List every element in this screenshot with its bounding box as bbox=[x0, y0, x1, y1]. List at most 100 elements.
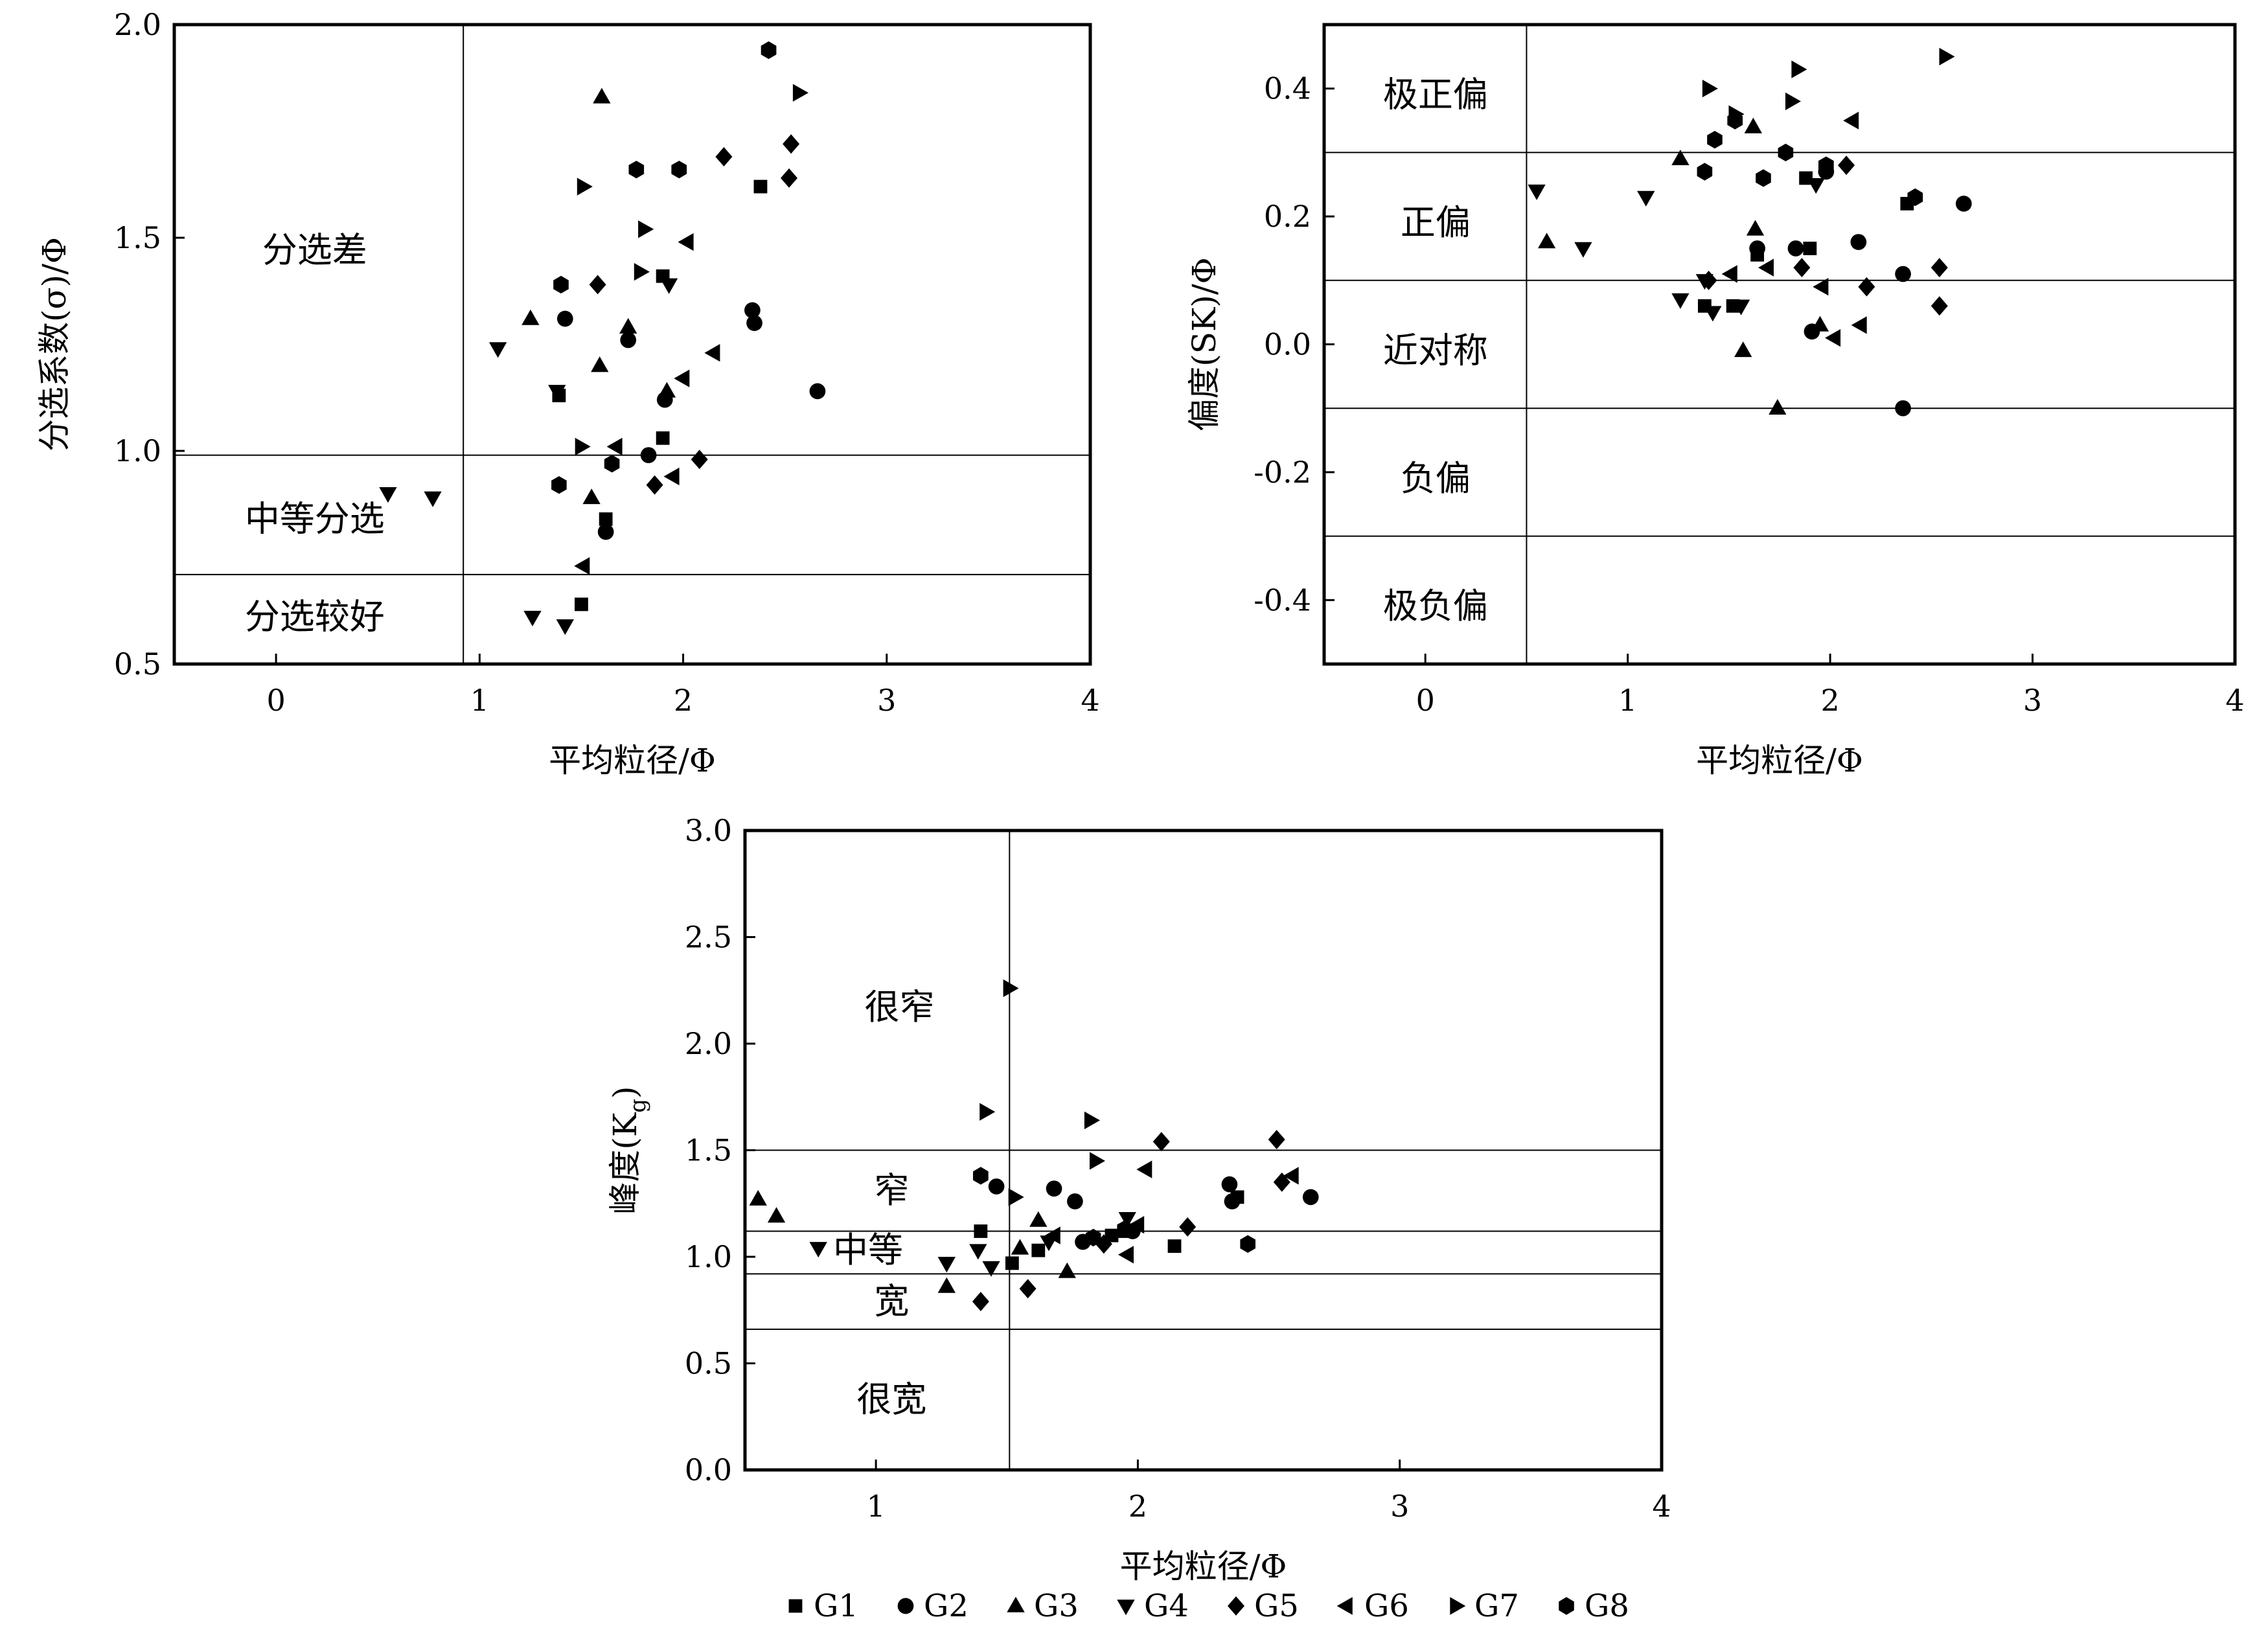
data-point bbox=[593, 87, 611, 104]
data-point bbox=[1671, 293, 1690, 309]
data-point bbox=[1744, 117, 1762, 133]
series-g5 bbox=[1700, 155, 1948, 316]
x-tick-label: 3 bbox=[2023, 683, 2042, 718]
data-point bbox=[1117, 1220, 1132, 1238]
data-point bbox=[646, 475, 663, 495]
data-point bbox=[1930, 258, 1948, 277]
series-g2 bbox=[1749, 163, 1972, 417]
legend-marker-g7 bbox=[1450, 1597, 1466, 1615]
data-point bbox=[1008, 1188, 1024, 1206]
data-point bbox=[1769, 398, 1787, 415]
data-point bbox=[767, 1207, 786, 1223]
y-axis-title-end: ) bbox=[606, 1086, 644, 1099]
data-point bbox=[582, 488, 601, 505]
data-point bbox=[937, 1277, 956, 1293]
legend-marker-g5 bbox=[1228, 1596, 1244, 1616]
x-axis-title: 平均粒径/Φ bbox=[549, 742, 716, 779]
y-tick-label: 0.0 bbox=[1264, 327, 1311, 362]
legend: G1 G2 G3 G4 G5 G6 G7 G8 bbox=[788, 1588, 1629, 1624]
data-point bbox=[1704, 306, 1722, 322]
data-point bbox=[1224, 1193, 1241, 1209]
data-point bbox=[1011, 1239, 1029, 1255]
legend-marker-g1 bbox=[788, 1599, 803, 1613]
data-point bbox=[1058, 1262, 1076, 1278]
data-point bbox=[746, 315, 762, 331]
data-point bbox=[634, 263, 650, 281]
data-point bbox=[659, 278, 678, 294]
data-point bbox=[628, 161, 645, 179]
data-point bbox=[1843, 111, 1859, 130]
data-point bbox=[1803, 242, 1817, 255]
legend-label: G5 bbox=[1254, 1588, 1299, 1624]
y-axis-title: 偏度(SK)/Φ bbox=[1186, 257, 1223, 431]
data-point bbox=[1152, 1132, 1170, 1152]
region-label: 很窄 bbox=[865, 987, 935, 1027]
data-point bbox=[1528, 184, 1546, 200]
y-tick-label: 3.0 bbox=[685, 813, 732, 848]
data-point bbox=[1807, 178, 1825, 194]
x-tick-label: 3 bbox=[877, 683, 896, 718]
y-axis-title: 分选系数(σ)/Φ bbox=[36, 237, 73, 452]
series-g3 bbox=[1538, 117, 1829, 415]
data-point bbox=[715, 147, 733, 166]
series-g4 bbox=[1528, 178, 1825, 322]
data-point bbox=[973, 1167, 989, 1185]
data-point bbox=[1118, 1212, 1136, 1228]
data-point bbox=[783, 134, 800, 154]
data-point bbox=[1095, 1234, 1112, 1254]
data-point bbox=[1671, 150, 1690, 165]
data-point bbox=[1939, 47, 1955, 65]
region-label: 负偏 bbox=[1401, 458, 1471, 499]
series-g5 bbox=[972, 1130, 1290, 1311]
data-point bbox=[1085, 1228, 1101, 1246]
data-point bbox=[1778, 143, 1794, 161]
data-point bbox=[972, 1292, 989, 1311]
data-point bbox=[1574, 242, 1592, 258]
data-point bbox=[1029, 1211, 1048, 1227]
data-point bbox=[1727, 111, 1743, 130]
data-point bbox=[1538, 233, 1556, 249]
x-tick-label: 2 bbox=[1820, 683, 1839, 718]
data-point bbox=[1785, 92, 1801, 111]
data-point bbox=[597, 523, 614, 540]
data-point bbox=[1128, 1216, 1145, 1234]
legend-label: G2 bbox=[924, 1588, 968, 1624]
series-g6 bbox=[1721, 111, 1867, 347]
data-point bbox=[574, 557, 590, 575]
data-point bbox=[1907, 188, 1923, 207]
data-point bbox=[1105, 1228, 1119, 1243]
data-point bbox=[663, 467, 680, 486]
y-tick-label: 2.0 bbox=[114, 7, 161, 42]
data-point bbox=[761, 41, 777, 60]
y-tick-label: 1.0 bbox=[114, 433, 161, 468]
series-g6 bbox=[1044, 1160, 1299, 1264]
data-point bbox=[982, 1261, 1000, 1277]
data-point bbox=[1732, 299, 1750, 315]
data-point bbox=[604, 455, 620, 473]
legend-label: G8 bbox=[1585, 1588, 1629, 1624]
y-axis-title: 峰度(Kg) bbox=[606, 1086, 651, 1214]
series-g3 bbox=[521, 87, 676, 505]
data-point bbox=[1302, 1189, 1319, 1206]
data-point bbox=[1283, 1167, 1299, 1185]
data-point bbox=[1734, 341, 1752, 358]
data-point bbox=[489, 342, 507, 358]
x-tick-label: 3 bbox=[1390, 1489, 1409, 1524]
y-tick-label: 1.5 bbox=[685, 1133, 732, 1168]
data-point bbox=[1019, 1279, 1037, 1299]
data-point bbox=[678, 233, 694, 251]
series-g4 bbox=[379, 278, 678, 636]
x-tick-label: 1 bbox=[470, 683, 489, 718]
region-label: 中等 bbox=[833, 1230, 903, 1270]
data-point bbox=[809, 1242, 827, 1258]
x-axis-title: 平均粒径/Φ bbox=[1696, 742, 1863, 779]
data-point bbox=[1858, 277, 1875, 297]
x-tick-label: 0 bbox=[266, 683, 285, 718]
legend-marker-g6 bbox=[1336, 1597, 1353, 1615]
data-point bbox=[979, 1103, 996, 1121]
y-tick-label: 0.4 bbox=[1264, 71, 1311, 106]
data-point bbox=[1221, 1176, 1238, 1193]
y-tick-label: 0.0 bbox=[685, 1452, 732, 1487]
